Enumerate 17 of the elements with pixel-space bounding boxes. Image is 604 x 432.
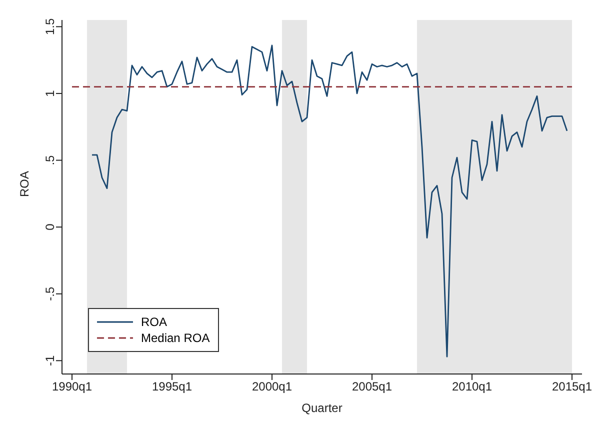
y-tick-label: -1 [43,354,57,366]
x-tick-label: 2015q1 [552,380,592,394]
line-series [91,44,568,358]
x-axis-title: Quarter [302,401,342,415]
x-tick-label: 2000q1 [252,380,292,394]
y-tick-label: -.5 [43,286,57,301]
y-tick-label: 1 [43,90,57,97]
x-tick-label: 2005q1 [352,380,392,394]
y-tick-label: .5 [43,154,57,166]
legend-label: ROA [141,315,168,329]
x-tick-label: 2010q1 [452,380,492,394]
y-tick-label: 1.5 [43,18,57,36]
legend-label: Median ROA [141,331,210,345]
y-axis-title: ROA [17,170,32,197]
x-tick-label: 1990q1 [52,380,92,394]
y-tick-label: 0 [43,223,57,230]
x-tick-label: 1995q1 [152,380,192,394]
